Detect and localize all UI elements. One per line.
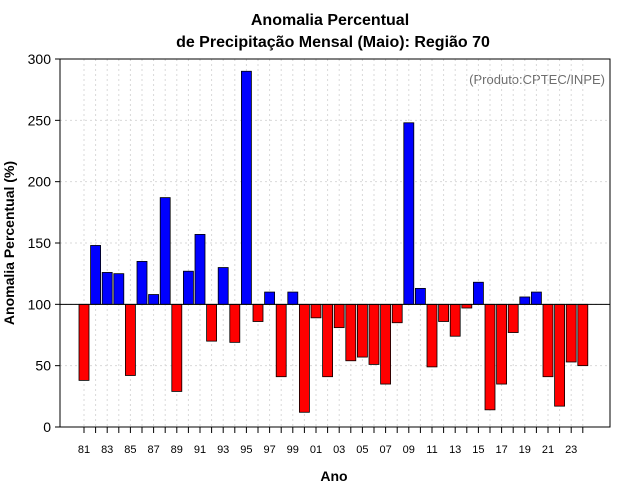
x-tick-label: 97 [263, 444, 275, 456]
bar-20 [531, 291, 542, 305]
x-tick-label: 23 [565, 444, 577, 456]
x-tick-label: 07 [379, 444, 391, 456]
x-tick-label: 13 [449, 444, 461, 456]
bar-18 [507, 303, 519, 333]
bar-81 [78, 303, 90, 381]
x-tick-label: 01 [310, 444, 322, 456]
x-tick-label: 93 [217, 444, 229, 456]
bar-83 [101, 272, 113, 305]
chart-subtitle: de Precipitação Mensal (Maio): Região 70 [176, 34, 490, 51]
bar-97 [264, 291, 276, 305]
x-tick-label: 99 [287, 444, 299, 456]
x-tick-label: 17 [495, 444, 507, 456]
bar-16 [484, 303, 496, 411]
y-tick-label: 200 [28, 174, 52, 190]
bar-84 [113, 273, 125, 305]
bar-91 [194, 234, 206, 305]
bar-99 [287, 291, 299, 305]
bar-88 [159, 197, 171, 305]
y-tick-label: 100 [28, 296, 52, 312]
bar-86 [136, 260, 148, 305]
bar-02 [322, 303, 334, 378]
x-tick-label: 91 [194, 444, 206, 456]
plot-frame [59, 58, 611, 428]
bar-11 [426, 303, 438, 368]
bar-17 [496, 303, 508, 385]
x-tick-label: 19 [519, 444, 531, 456]
x-tick-label: 11 [426, 444, 437, 456]
bar-05 [356, 303, 368, 358]
bar-98 [275, 303, 287, 378]
bar-24 [577, 303, 589, 367]
bar-19 [519, 296, 531, 305]
bar-21 [542, 303, 554, 378]
bars-layer [78, 70, 589, 413]
bar-23 [565, 303, 577, 363]
bar-96 [252, 303, 264, 322]
bar-93 [217, 267, 229, 305]
bar-92 [206, 303, 218, 342]
grid-layer [60, 59, 610, 427]
bar-04 [345, 303, 357, 362]
bar-08 [391, 303, 403, 324]
x-tick-label: 83 [101, 444, 113, 456]
x-tick-label: 85 [124, 444, 136, 456]
bar-01 [310, 303, 322, 319]
bar-15 [472, 281, 484, 305]
bar-12 [438, 303, 450, 322]
y-tick-label: 250 [28, 112, 52, 128]
bar-03 [333, 303, 345, 329]
x-tick-label: 89 [171, 444, 183, 456]
y-axis-label: Anomalia Percentual (%) [1, 161, 17, 325]
x-axis-label: Ano [320, 468, 347, 484]
bar-94 [229, 303, 241, 343]
y-tick-label: 0 [43, 419, 51, 435]
bar-07 [380, 303, 392, 385]
bar-89 [171, 303, 183, 392]
x-tick-label: 15 [472, 444, 484, 456]
x-tick-label: 95 [240, 444, 252, 456]
y-tick-label: 300 [28, 51, 52, 67]
bar-00 [298, 303, 310, 413]
y-tick-label: 50 [35, 358, 51, 374]
x-tick-label: 21 [542, 444, 554, 456]
bar-22 [554, 303, 565, 407]
bar-13 [449, 303, 461, 337]
x-tick-label: 81 [78, 444, 90, 456]
y-tick-label: 150 [28, 235, 52, 251]
bar-82 [90, 245, 101, 305]
bar-06 [368, 303, 380, 365]
x-tick-label: 09 [403, 444, 415, 456]
x-tick-label: 03 [333, 444, 345, 456]
bar-87 [148, 294, 160, 305]
x-tick-label: 87 [147, 444, 159, 456]
bar-09 [403, 122, 415, 305]
bar-10 [414, 287, 426, 305]
bar-90 [182, 270, 194, 305]
bar-85 [125, 303, 136, 376]
chart-title: Anomalia Percentual [251, 12, 409, 29]
x-tick-label: 05 [356, 444, 368, 456]
bar-95 [240, 70, 252, 305]
bar-14 [461, 303, 473, 309]
